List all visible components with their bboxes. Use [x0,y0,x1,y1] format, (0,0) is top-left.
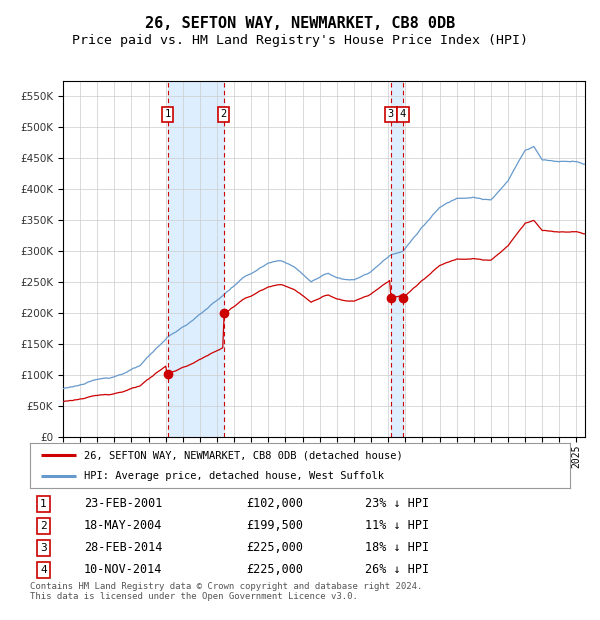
Text: 26% ↓ HPI: 26% ↓ HPI [365,564,429,577]
Text: Price paid vs. HM Land Registry's House Price Index (HPI): Price paid vs. HM Land Registry's House … [72,34,528,47]
Text: 3: 3 [40,543,47,553]
Text: 26, SEFTON WAY, NEWMARKET, CB8 0DB: 26, SEFTON WAY, NEWMARKET, CB8 0DB [145,16,455,30]
Text: £225,000: £225,000 [246,541,303,554]
Text: 2: 2 [220,110,227,120]
Text: 1: 1 [164,110,171,120]
Text: 26, SEFTON WAY, NEWMARKET, CB8 0DB (detached house): 26, SEFTON WAY, NEWMARKET, CB8 0DB (deta… [84,450,403,461]
Bar [168,81,224,437]
Text: £199,500: £199,500 [246,520,303,533]
Text: 1: 1 [40,499,47,509]
Text: 2: 2 [40,521,47,531]
Text: 18-MAY-2004: 18-MAY-2004 [84,520,163,533]
Text: £225,000: £225,000 [246,564,303,577]
Text: 4: 4 [40,565,47,575]
Text: HPI: Average price, detached house, West Suffolk: HPI: Average price, detached house, West… [84,471,384,481]
Text: 11% ↓ HPI: 11% ↓ HPI [365,520,429,533]
Bar [391,81,403,437]
Text: 18% ↓ HPI: 18% ↓ HPI [365,541,429,554]
Text: 23-FEB-2001: 23-FEB-2001 [84,497,163,510]
Text: 10-NOV-2014: 10-NOV-2014 [84,564,163,577]
Text: 3: 3 [388,110,394,120]
Text: 23% ↓ HPI: 23% ↓ HPI [365,497,429,510]
Text: 28-FEB-2014: 28-FEB-2014 [84,541,163,554]
Text: Contains HM Land Registry data © Crown copyright and database right 2024.
This d: Contains HM Land Registry data © Crown c… [30,582,422,601]
Text: £102,000: £102,000 [246,497,303,510]
Text: 4: 4 [400,110,406,120]
